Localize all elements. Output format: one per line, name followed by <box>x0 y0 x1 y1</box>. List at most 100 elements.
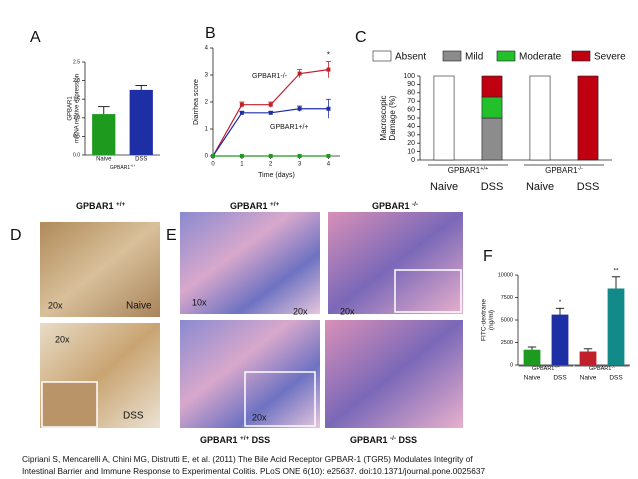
y-tick-label: 60 <box>407 106 415 113</box>
panel-title: GPBAR1 +/+ <box>230 201 279 212</box>
x-tick-label: Naive <box>96 157 112 163</box>
title-text: GPBAR1 <box>350 435 388 445</box>
panel-letter: B <box>205 25 216 42</box>
magnification: 20x <box>55 334 70 344</box>
point <box>268 110 273 115</box>
significance: * <box>559 299 562 306</box>
y-tick-label: 50 <box>407 115 415 122</box>
series-label: GPBAR1+/+ <box>270 124 309 131</box>
bar <box>523 349 541 365</box>
bar <box>129 89 153 155</box>
point <box>268 154 273 158</box>
x-tick-label: 4 <box>327 162 331 168</box>
condition-label: DSS <box>123 411 144 422</box>
legend-label: Moderate <box>519 52 562 63</box>
x-tick-label: DSS <box>481 181 504 193</box>
series-label: GPBAR1-/- <box>252 73 288 80</box>
y-tick-label: 10 <box>407 148 415 155</box>
y-axis-label: (ng/ml) <box>488 310 495 330</box>
panel-title: GPBAR1 -/- <box>372 201 418 212</box>
y-tick-label: 80 <box>407 90 415 97</box>
group-label: GPBAR1+/+ <box>532 365 561 372</box>
y-tick-label: 0 <box>411 157 415 164</box>
bar-segment <box>481 96 503 119</box>
x-tick-label: Naive <box>526 181 554 193</box>
bar-segment <box>481 117 503 161</box>
y-axis-label: Diarrhea score <box>193 79 200 125</box>
title-text: GPBAR1 <box>76 201 114 211</box>
magnification: 20x <box>293 306 308 316</box>
panel-letter: E <box>166 227 177 244</box>
point <box>297 154 302 158</box>
y-tick-label: 1.5 <box>73 97 80 103</box>
group-sup: +/+ <box>480 166 488 172</box>
y-tick-label: 2.5 <box>73 59 80 65</box>
micrograph <box>40 222 160 317</box>
y-tick-label: 3 <box>205 73 209 79</box>
bar <box>551 314 569 365</box>
title-sup: +/+ <box>116 201 125 208</box>
title-sup: -/- <box>412 201 418 208</box>
panel-letter: A <box>30 29 41 46</box>
title-text: DSS <box>399 435 418 445</box>
group-name: GPBAR1 <box>448 166 481 175</box>
y-tick-label: 0 <box>205 154 209 160</box>
micrograph <box>325 320 463 428</box>
group-name: GPBAR1 <box>589 366 611 372</box>
title-text: GPBAR1 <box>230 201 268 211</box>
x-tick-label: DSS <box>609 375 623 382</box>
y-axis-label: mRNA relative expression <box>75 74 81 143</box>
group-label: GPBAR1-/- <box>545 166 583 175</box>
y-tick-label: 0.0 <box>73 152 80 158</box>
point <box>297 71 302 76</box>
y-tick-label: 2.0 <box>73 78 80 84</box>
point <box>211 154 215 158</box>
micrograph <box>180 212 320 314</box>
panel-letter: D <box>10 227 22 244</box>
legend-swatch <box>372 50 392 62</box>
y-tick-label: 70 <box>407 98 415 105</box>
inset <box>244 371 316 427</box>
significance: ** <box>613 268 619 275</box>
x-tick-label: Naive <box>524 375 541 382</box>
y-tick-label: 30 <box>407 132 415 139</box>
inset <box>41 381 98 428</box>
inset <box>394 269 462 313</box>
title-text: DSS <box>252 435 271 445</box>
magnification: 20x <box>48 300 63 310</box>
group-sup: +/+ <box>130 164 135 168</box>
x-tick-label: Naive <box>580 375 597 382</box>
x-tick-label: Naive <box>430 181 458 193</box>
y-tick-label: 90 <box>407 81 415 88</box>
group-label: GPBAR1+/+ <box>448 166 489 175</box>
series-line <box>212 108 329 157</box>
bar <box>579 351 597 365</box>
y-tick-label: 5000 <box>501 317 513 323</box>
y-tick-label: 7500 <box>501 295 513 301</box>
panel-title: GPBAR1 +/+ <box>76 201 125 212</box>
group-label: GPBAR1-/- <box>589 365 616 372</box>
title-sup: -/- <box>390 435 396 442</box>
group-sup: +/+ <box>554 365 560 369</box>
group-sup: -/- <box>578 166 583 172</box>
y-tick-label: 20 <box>407 140 415 147</box>
significance: * <box>327 51 330 60</box>
bar <box>607 288 625 365</box>
x-tick-label: 1 <box>240 162 244 168</box>
y-tick-label: 40 <box>407 123 415 130</box>
magnification: 20x <box>340 306 355 316</box>
x-axis-label: Time (days) <box>258 172 295 179</box>
citation: Cipriani S, Mencarelli A, Chini MG, Dist… <box>22 454 473 464</box>
legend-swatch <box>571 50 591 62</box>
panel-footer: GPBAR1 -/- DSS <box>350 432 417 445</box>
title-text: GPBAR1 <box>372 201 410 211</box>
citation: Intestinal Barrier and Immune Response t… <box>22 466 485 476</box>
y-axis-label: GPBAR1 <box>68 96 74 121</box>
title-sup: +/+ <box>270 201 279 208</box>
group-label: GPBAR1+/+ <box>110 164 135 171</box>
y-axis-label: FITC-dextrane <box>481 299 488 341</box>
point <box>297 106 302 111</box>
bar-segment <box>577 75 599 161</box>
group-name: GPBAR1 <box>532 366 554 372</box>
